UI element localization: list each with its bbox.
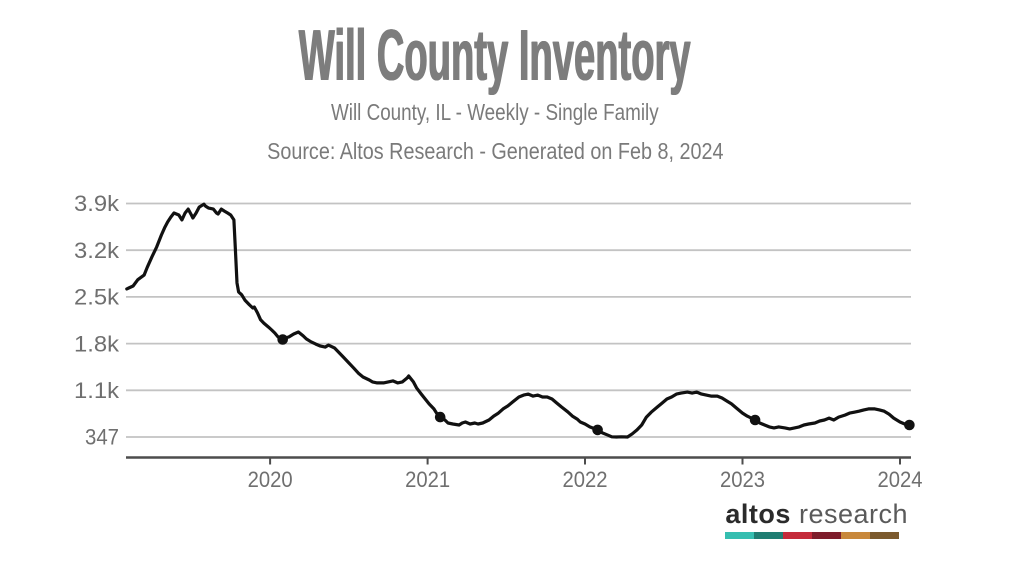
y-axis-tick-label: 347: [85, 425, 119, 450]
page-title-text: Will County Inventory: [299, 16, 691, 96]
data-point-marker: [904, 419, 915, 431]
x-axis-tick-label: 2021: [405, 467, 450, 492]
y-axis-tick-label: 3.2k: [74, 238, 120, 263]
x-axis-tick-label: 2024: [878, 467, 923, 492]
inventory-line: [125, 202, 912, 439]
y-axis-tick-label: 2.5k: [74, 285, 120, 310]
chart-subtitle-text: Will County, IL - Weekly - Single Family: [331, 99, 659, 125]
data-point-marker: [277, 334, 289, 345]
brand-bar-segment: [783, 532, 813, 539]
y-axis-tick-label: 3.9k: [74, 191, 120, 216]
brand-bar-segment: [870, 532, 900, 539]
brand-name: altos research: [725, 501, 908, 528]
chart-source-line: Source: Altos Research - Generated on Fe…: [0, 138, 990, 165]
y-axis-tick-label: 1.8k: [74, 331, 120, 356]
brand-name-research: research: [798, 499, 908, 529]
x-axis-tick-label: 2022: [563, 467, 608, 492]
x-axis-tick-label: 2020: [248, 467, 293, 492]
page-title: Will County Inventory: [0, 20, 990, 92]
brand-bar-segment: [754, 532, 784, 539]
data-point-marker: [434, 411, 446, 423]
altos-research-logo: altos research: [725, 501, 908, 539]
brand-bar-segment: [725, 532, 755, 539]
brand-bar-segment: [812, 532, 842, 539]
brand-bar-segment: [841, 532, 871, 539]
data-point-marker: [592, 424, 603, 436]
brand-name-altos: altos: [725, 499, 791, 529]
data-point-marker: [749, 414, 761, 426]
brand-color-bar: [725, 532, 908, 539]
chart-source-text: Source: Altos Research - Generated on Fe…: [266, 138, 724, 164]
x-axis-tick-label: 2023: [720, 467, 765, 492]
y-axis-tick-label: 1.1k: [74, 378, 120, 403]
chart-subtitle: Will County, IL - Weekly - Single Family: [0, 99, 990, 126]
